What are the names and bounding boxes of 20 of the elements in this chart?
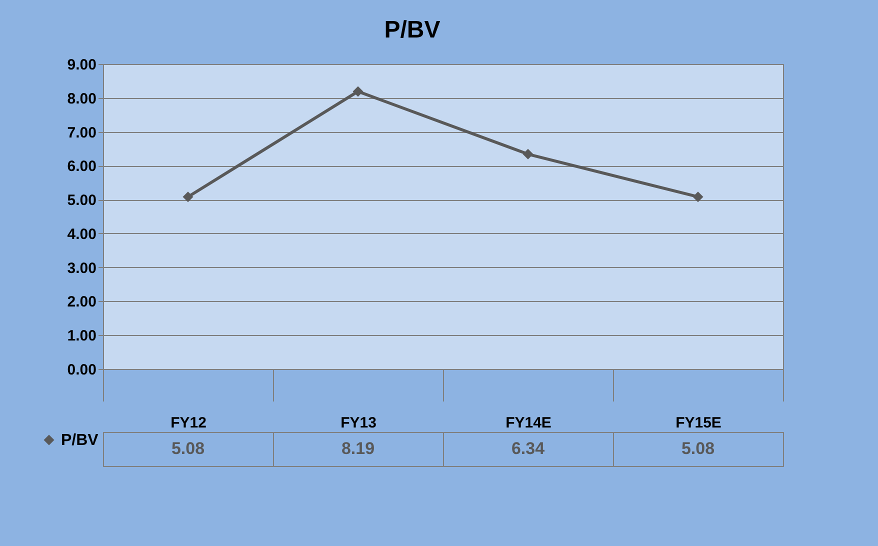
data-label: 5.08 bbox=[681, 439, 715, 458]
x-tick-label: FY12 bbox=[170, 414, 206, 432]
y-tick-label: 1.00 bbox=[67, 328, 96, 345]
y-tick-label: 3.00 bbox=[67, 260, 96, 277]
y-tick-label: 8.00 bbox=[67, 90, 96, 108]
y-tick-label: 2.00 bbox=[67, 294, 96, 311]
x-tick-label: FY15E bbox=[676, 414, 722, 432]
y-tick-label: 0.00 bbox=[67, 362, 96, 378]
y-tick-label: 4.00 bbox=[67, 226, 96, 243]
x-tick-label: FY13 bbox=[340, 414, 376, 432]
y-tick-label: 9.00 bbox=[67, 56, 96, 74]
x-tick-label: FY14E bbox=[506, 414, 552, 432]
y-tick-label: 6.00 bbox=[67, 158, 96, 176]
y-tick-label: 5.00 bbox=[67, 192, 96, 210]
data-label: 8.19 bbox=[341, 439, 375, 458]
data-label: 5.08 bbox=[171, 439, 205, 458]
data-label: 6.34 bbox=[511, 439, 546, 458]
legend-label: P/BV bbox=[61, 432, 99, 449]
chart-title: P/BV bbox=[384, 16, 440, 44]
y-tick-label: 7.00 bbox=[67, 124, 96, 142]
